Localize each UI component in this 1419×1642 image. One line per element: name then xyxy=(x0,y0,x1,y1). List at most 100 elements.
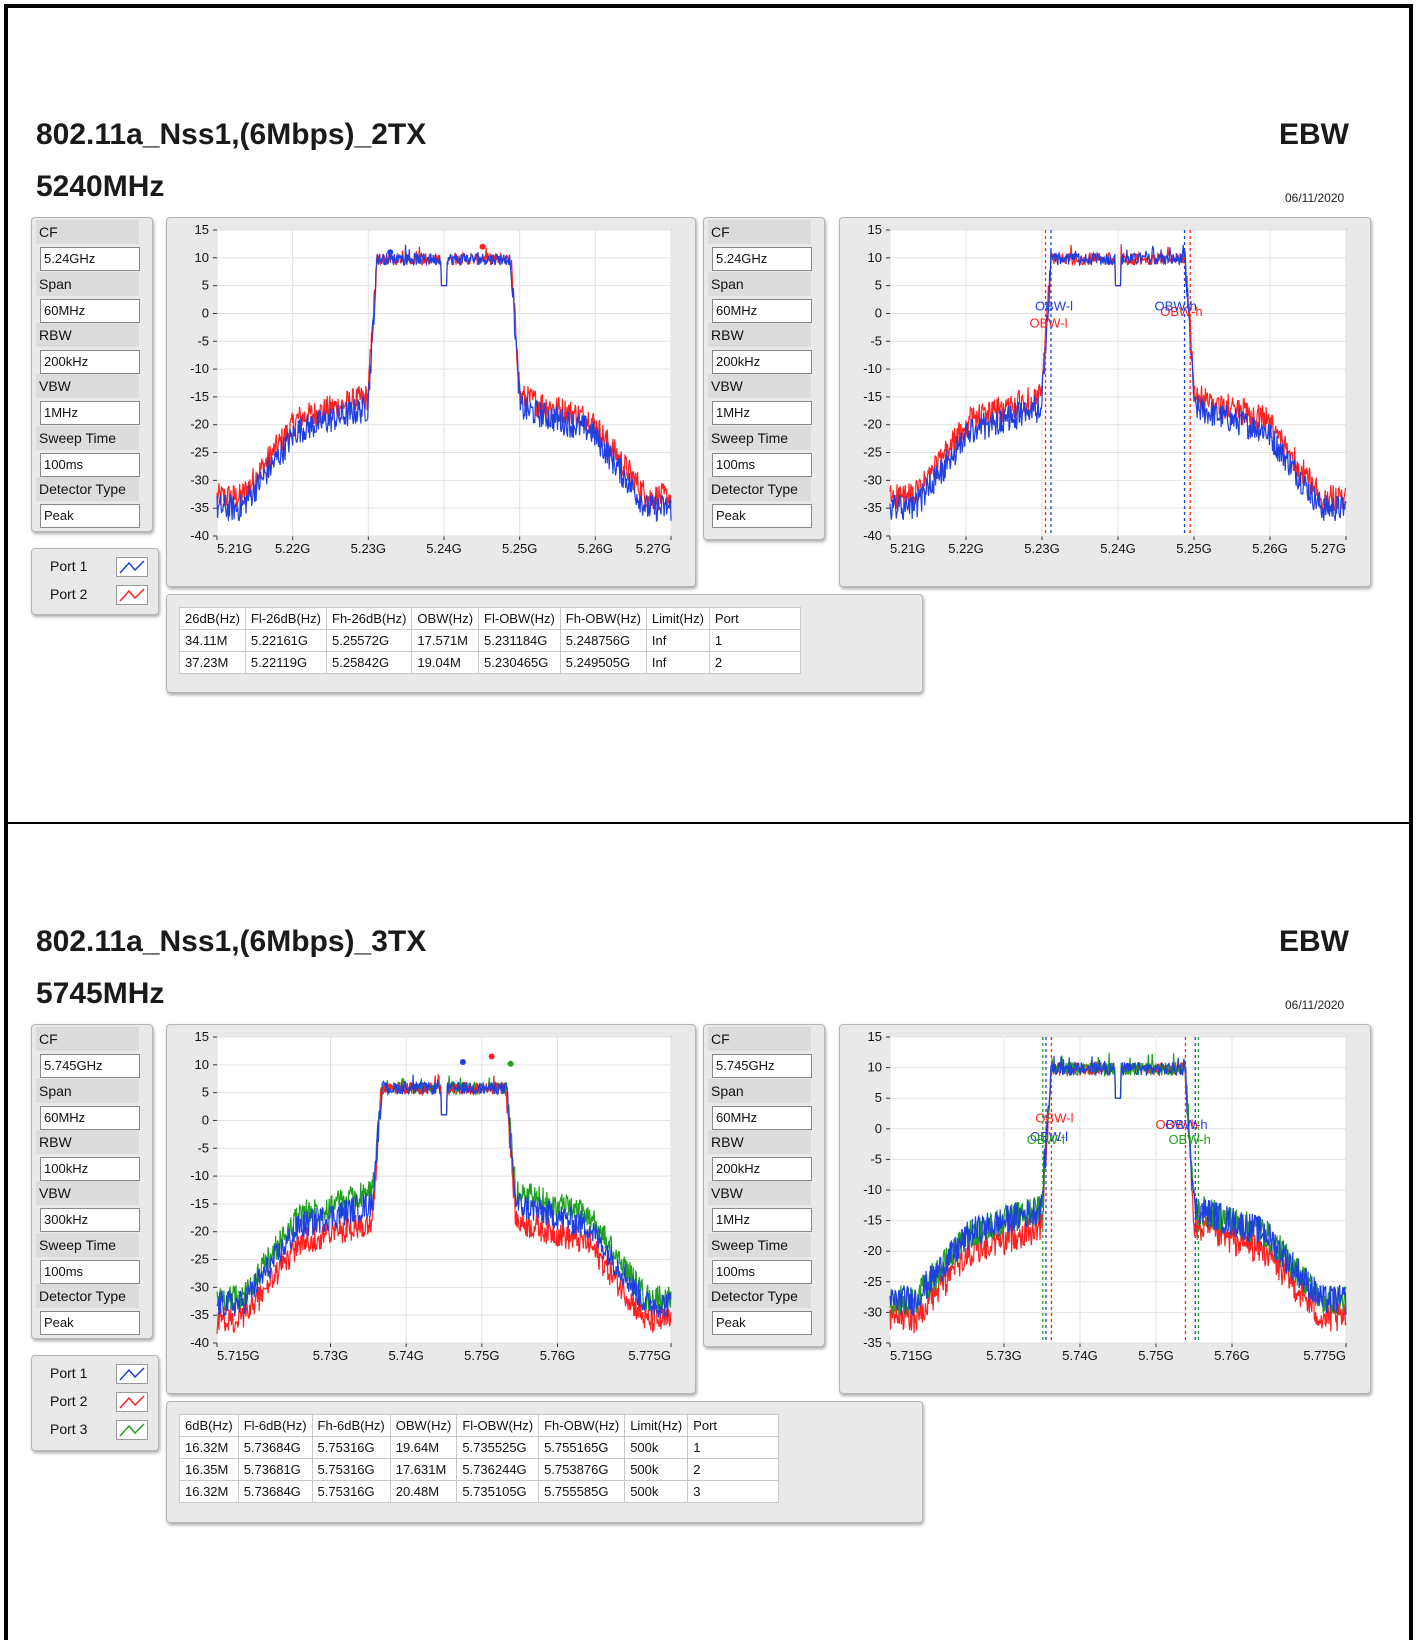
table-cell: 5.73681G xyxy=(237,1458,313,1481)
cf-label: CF xyxy=(708,1027,811,1051)
sweep-time-field[interactable]: 100ms xyxy=(40,1260,140,1284)
x-tick-label: 5.715G xyxy=(217,1348,260,1363)
cf-field[interactable]: 5.745GHz xyxy=(712,1054,812,1078)
table-row[interactable]: 37.23M 5.22119G 5.25842G 19.04M 5.230465… xyxy=(179,651,801,674)
spectrum-chart-svg[interactable]: 5.715G 5.73G 5.74G 5.75G 5.76G 5.775G 15 10 5 0 -5… xyxy=(840,1025,1370,1393)
obw-marker-label: OBW-h xyxy=(1168,1132,1210,1147)
table-row[interactable]: 34.11M 5.22161G 5.25572G 17.571M 5.23118… xyxy=(179,629,801,652)
vbw-field[interactable]: 1MHz xyxy=(40,401,140,425)
legend-item-port-1[interactable]: Port 1 xyxy=(38,1362,148,1388)
table-row[interactable]: 16.32M 5.73684G 5.75316G 19.64M 5.735525… xyxy=(179,1436,780,1459)
y-tick-label: -25 xyxy=(190,445,209,460)
table-cell: 17.571M xyxy=(411,629,480,652)
column-header: Fh-26dB(Hz) xyxy=(325,607,413,630)
y-tick-label: -15 xyxy=(863,389,882,404)
y-tick-label: 0 xyxy=(202,305,209,320)
spectrum-plot-6db: 5.715G 5.73G 5.74G 5.75G 5.76G 5.775G 15 10 5 0 -5… xyxy=(166,1024,696,1394)
detector-type-field[interactable]: Peak xyxy=(712,504,812,528)
detector-type-field[interactable]: Peak xyxy=(40,504,140,528)
spectrum-chart-svg[interactable]: 5.715G 5.73G 5.74G 5.75G 5.76G 5.775G 15 10 5 0 -5… xyxy=(167,1025,695,1393)
y-tick-label: -10 xyxy=(863,1182,882,1197)
y-tick-label: 0 xyxy=(875,305,882,320)
span-field[interactable]: 60MHz xyxy=(40,299,140,323)
table-cell: 5.735525G xyxy=(456,1436,540,1459)
sweep-time-field[interactable]: 100ms xyxy=(712,453,812,477)
spectrum-chart-svg[interactable]: 5.21G 5.22G 5.23G 5.24G 5.25G 5.26G 5.27G 15 10 5… xyxy=(840,218,1370,586)
y-tick-label: -30 xyxy=(863,472,882,487)
span-field[interactable]: 60MHz xyxy=(712,299,812,323)
legend-item-port-2[interactable]: Port 2 xyxy=(38,1390,148,1416)
table-row[interactable]: 16.32M 5.73684G 5.75316G 20.48M 5.735105… xyxy=(179,1480,780,1503)
vbw-field[interactable]: 1MHz xyxy=(712,401,812,425)
table-cell: 2 xyxy=(687,1458,780,1481)
detector-type-field[interactable]: Peak xyxy=(712,1311,812,1335)
y-tick-label: -40 xyxy=(190,528,209,543)
table-cell: Inf xyxy=(645,651,710,674)
table-cell: 5.755585G xyxy=(538,1480,626,1503)
x-tick-label: 5.21G xyxy=(890,541,925,556)
sweep-time-label: Sweep Time xyxy=(36,426,139,450)
settings-panel-left: CF 5.745GHz Span 60MHz RBW 100kHz VBW 30… xyxy=(31,1024,153,1339)
legend-item-port-1[interactable]: Port 1 xyxy=(38,555,148,581)
rbw-field[interactable]: 200kHz xyxy=(712,350,812,374)
table-cell: 5.231184G xyxy=(478,629,561,652)
x-tick-label: 5.22G xyxy=(275,541,310,556)
obw-marker-label: OBW-h xyxy=(1155,1117,1197,1132)
table-cell: 5.249505G xyxy=(559,651,647,674)
vbw-label: VBW xyxy=(708,1181,811,1205)
table-cell: 16.35M xyxy=(179,1458,239,1481)
table-cell: 5.75316G xyxy=(311,1458,391,1481)
section-frequency: 5745MHz xyxy=(36,977,165,1010)
sweep-time-field[interactable]: 100ms xyxy=(40,453,140,477)
x-tick-label: 5.76G xyxy=(540,1348,575,1363)
obw-marker-label: OBW-h xyxy=(1165,1117,1207,1132)
table-cell: 5.248756G xyxy=(559,629,647,652)
column-header: Limit(Hz) xyxy=(624,1414,689,1437)
sweep-time-field[interactable]: 100ms xyxy=(712,1260,812,1284)
report-date: 06/11/2020 xyxy=(1285,191,1345,205)
table-row[interactable]: 16.35M 5.73681G 5.75316G 17.631M 5.73624… xyxy=(179,1458,780,1481)
vbw-field[interactable]: 300kHz xyxy=(40,1208,140,1232)
spectrum-plot-26db: 5.21G 5.22G 5.23G 5.24G 5.25G 5.26G 5.27G 15 10 5… xyxy=(166,217,696,587)
vbw-field[interactable]: 1MHz xyxy=(712,1208,812,1232)
detector-type-field[interactable]: Peak xyxy=(40,1311,140,1335)
y-tick-label: -40 xyxy=(863,528,882,543)
y-tick-label: -20 xyxy=(863,1243,882,1258)
span-field[interactable]: 60MHz xyxy=(712,1106,812,1130)
legend-swatch-icon xyxy=(116,557,148,577)
x-tick-label: 5.73G xyxy=(986,1348,1021,1363)
table-cell: 5.73684G xyxy=(237,1480,313,1503)
detector-type-label: Detector Type xyxy=(36,1284,139,1308)
x-tick-label: 5.74G xyxy=(388,1348,423,1363)
y-tick-label: 10 xyxy=(195,1057,209,1072)
table-cell: 5.25842G xyxy=(325,651,413,674)
table-cell: 5.735105G xyxy=(456,1480,540,1503)
rbw-field[interactable]: 200kHz xyxy=(40,350,140,374)
sweep-time-label: Sweep Time xyxy=(708,426,811,450)
y-tick-label: 5 xyxy=(202,1085,209,1100)
report-section-1: 802.11a_Nss1,(6Mbps)_2TX 5240MHz EBW 06/… xyxy=(0,0,1419,808)
rbw-field[interactable]: 200kHz xyxy=(712,1157,812,1181)
span-field[interactable]: 60MHz xyxy=(40,1106,140,1130)
rbw-label: RBW xyxy=(36,323,139,347)
spectrum-plot-obw: 5.715G 5.73G 5.74G 5.75G 5.76G 5.775G 15 10 5 0 -5… xyxy=(839,1024,1371,1394)
rbw-field[interactable]: 100kHz xyxy=(40,1157,140,1181)
y-tick-label: 15 xyxy=(868,1029,882,1044)
legend-item-port-3[interactable]: Port 3 xyxy=(38,1418,148,1444)
y-tick-label: -15 xyxy=(190,1196,209,1211)
table-header-row: 6dB(Hz) Fl-6dB(Hz) Fh-6dB(Hz) OBW(Hz) Fl… xyxy=(179,1414,780,1437)
table-cell: 5.755165G xyxy=(538,1436,626,1459)
cf-field[interactable]: 5.24GHz xyxy=(712,247,812,271)
x-tick-label: 5.75G xyxy=(464,1348,499,1363)
legend-label: Port 1 xyxy=(50,1365,88,1381)
spectrum-chart-svg[interactable]: 5.21G 5.22G 5.23G 5.24G 5.25G 5.26G 5.27G 15 10 5… xyxy=(167,218,695,586)
x-tick-label: 5.23G xyxy=(1024,541,1059,556)
obw-marker-label: OBW-h xyxy=(1160,304,1202,319)
vbw-label: VBW xyxy=(708,374,811,398)
cf-field[interactable]: 5.24GHz xyxy=(40,247,140,271)
cf-field[interactable]: 5.745GHz xyxy=(40,1054,140,1078)
y-tick-label: -10 xyxy=(190,361,209,376)
table-cell: 19.04M xyxy=(411,651,480,674)
legend-item-port-2[interactable]: Port 2 xyxy=(38,583,148,609)
table-cell: 20.48M xyxy=(389,1480,458,1503)
